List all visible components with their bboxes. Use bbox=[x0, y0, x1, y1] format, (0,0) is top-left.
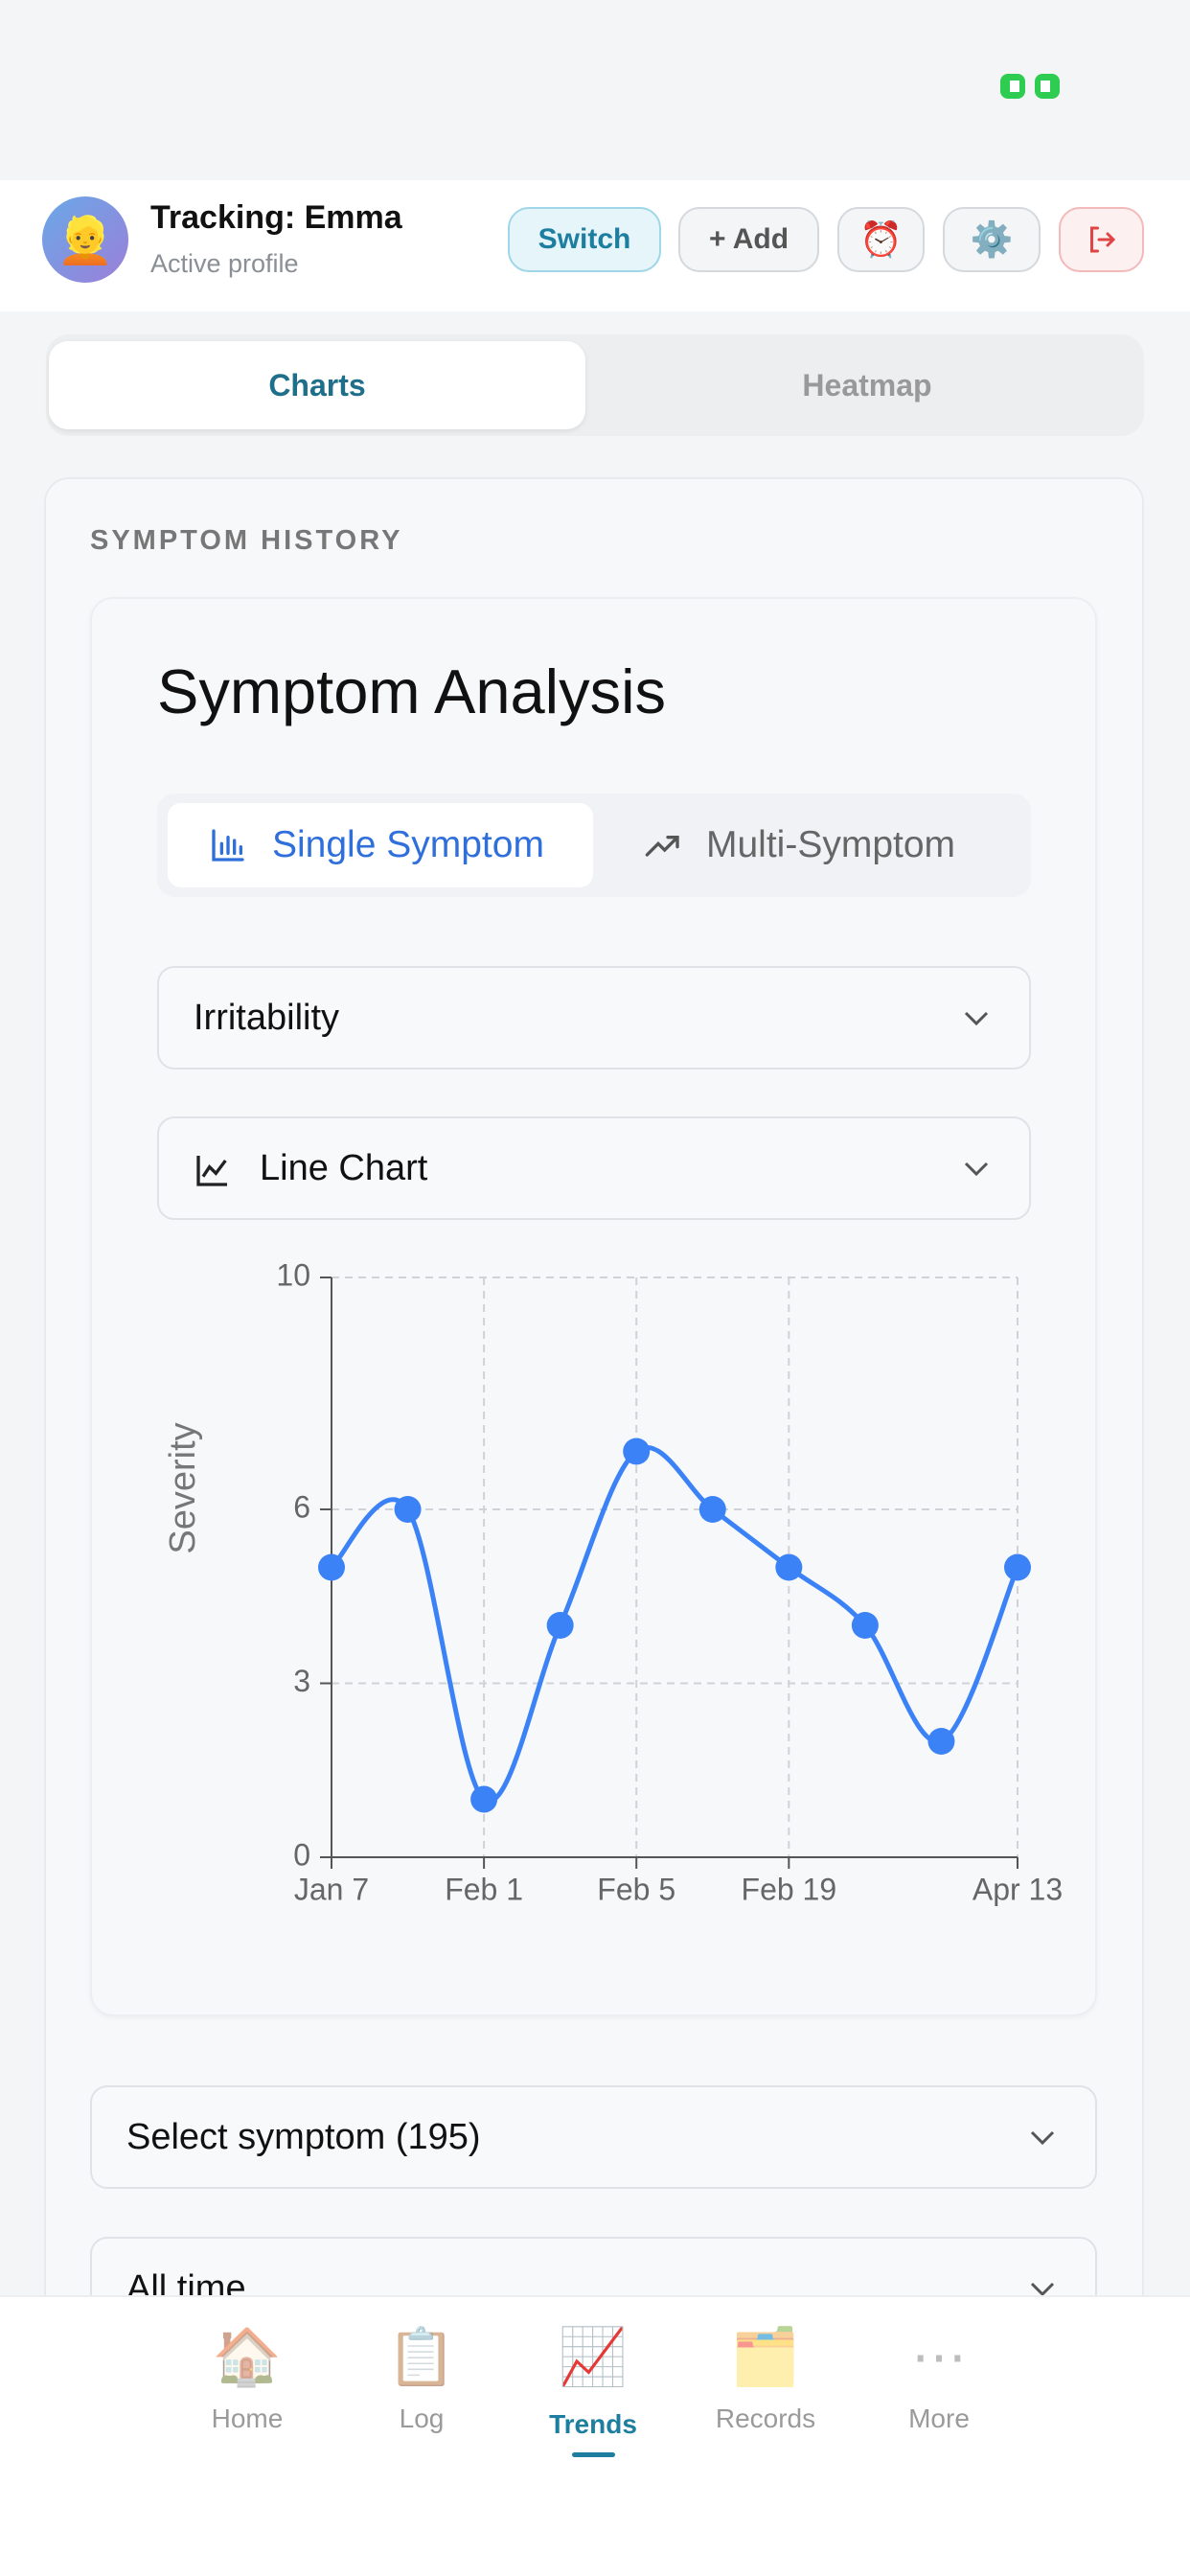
nav-trends[interactable]: 📈 Trends bbox=[507, 2319, 679, 2440]
bottom-nav bbox=[0, 2295, 1190, 2576]
x-tick-label: Jan 7 bbox=[294, 1872, 369, 1906]
settings-button[interactable]: ⚙️ bbox=[943, 207, 1041, 272]
tab-heatmap[interactable]: Heatmap bbox=[802, 367, 932, 402]
point bbox=[318, 1553, 345, 1581]
line-icon bbox=[196, 1156, 227, 1186]
mode-single[interactable]: Single Symptom bbox=[272, 824, 544, 865]
profile-title: Tracking: Emma bbox=[150, 199, 402, 236]
y-tick-label: 3 bbox=[293, 1664, 310, 1698]
symptom-select-text: Irritability bbox=[194, 997, 340, 1038]
nav-icon: 📋 bbox=[386, 2326, 457, 2388]
x-tick-label: Feb 19 bbox=[742, 1872, 837, 1906]
nav-records[interactable]: 🗂️ Records bbox=[679, 2319, 852, 2434]
filter-symptom-text: Select symptom (195) bbox=[126, 2116, 481, 2157]
chart-type-select[interactable]: Line Chart bbox=[157, 1116, 1031, 1220]
y-axis-title: Severity bbox=[163, 1422, 203, 1553]
point bbox=[623, 1438, 651, 1465]
chevron bbox=[1030, 2282, 1055, 2297]
y-tick-label: 6 bbox=[293, 1489, 310, 1524]
alarm-button[interactable]: ⏰ bbox=[837, 207, 925, 272]
nav-icon: 📈 bbox=[558, 2326, 629, 2388]
point bbox=[546, 1612, 574, 1639]
line bbox=[330, 1445, 1020, 1804]
chart: Severity 0 3 6 10 Jan 7 Feb 1 Feb 5 Feb 19 Apr 1… bbox=[163, 1257, 1063, 1906]
chart-type-text: Line Chart bbox=[260, 1147, 428, 1188]
profile-subtitle: Active profile bbox=[150, 249, 299, 278]
switch-button[interactable]: Switch bbox=[508, 207, 661, 272]
filter-symptom[interactable]: Select symptom (195) bbox=[90, 2085, 1097, 2189]
point bbox=[698, 1496, 726, 1523]
nav-label: Log bbox=[399, 2404, 445, 2433]
point bbox=[927, 1728, 955, 1755]
nav-label: More bbox=[908, 2404, 970, 2433]
chevron bbox=[964, 1011, 989, 1026]
nav-label: Home bbox=[211, 2404, 284, 2433]
symptom-select[interactable]: Irritability bbox=[157, 966, 1031, 1070]
y-tick-label: 0 bbox=[293, 1837, 310, 1872]
mode-single-bg[interactable] bbox=[168, 803, 593, 887]
mode-multi[interactable]: Multi-Symptom bbox=[706, 824, 956, 865]
point bbox=[775, 1553, 803, 1581]
status-icon bbox=[1000, 74, 1060, 99]
chevron bbox=[1030, 2130, 1055, 2146]
nav-label: Trends bbox=[549, 2409, 637, 2439]
nav-icon: ⋯ bbox=[911, 2326, 967, 2388]
logout-icon bbox=[1089, 226, 1115, 253]
point bbox=[394, 1496, 422, 1523]
nav-icon: 🏠 bbox=[212, 2326, 283, 2388]
nav-more[interactable]: ⋯ More bbox=[853, 2319, 1025, 2434]
x-tick-label: Apr 13 bbox=[973, 1872, 1063, 1906]
nav-log[interactable]: 📋 Log bbox=[335, 2319, 508, 2434]
bar-icon bbox=[212, 829, 244, 862]
point bbox=[470, 1785, 498, 1813]
chevron bbox=[964, 1162, 989, 1177]
x-tick-label: Feb 5 bbox=[597, 1872, 675, 1906]
point bbox=[851, 1612, 879, 1639]
trend-icon bbox=[645, 836, 679, 857]
analysis-title: Symptom Analysis bbox=[157, 656, 667, 726]
nav-home[interactable]: 🏠 Home bbox=[161, 2319, 333, 2434]
add-button[interactable]: + Add bbox=[678, 207, 819, 272]
nav-icon: 🗂️ bbox=[730, 2326, 801, 2388]
tab-charts[interactable]: Charts bbox=[49, 341, 585, 429]
nav-indicator bbox=[572, 2452, 615, 2457]
section-label: SYMPTOM HISTORY bbox=[90, 525, 403, 556]
nav-label: Records bbox=[715, 2404, 816, 2433]
y-tick-label: 10 bbox=[276, 1257, 310, 1292]
avatar[interactable]: 👱 bbox=[42, 196, 128, 283]
point bbox=[1004, 1553, 1031, 1581]
x-tick-label: Feb 1 bbox=[445, 1872, 523, 1906]
logout-button[interactable] bbox=[1059, 207, 1144, 272]
